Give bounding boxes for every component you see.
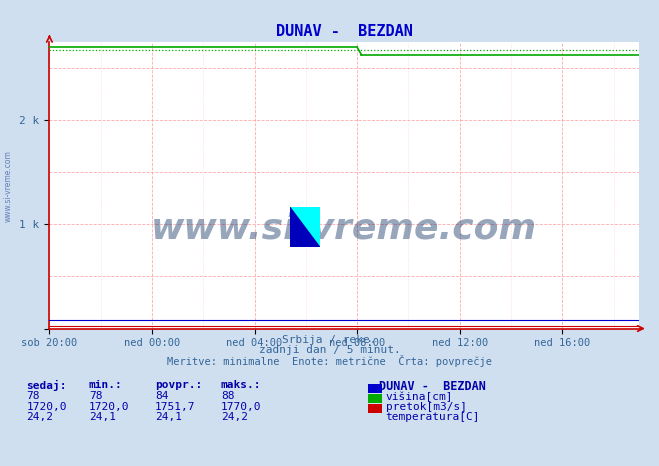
Text: 24,1: 24,1: [89, 412, 116, 422]
Text: DUNAV -  BEZDAN: DUNAV - BEZDAN: [379, 380, 486, 393]
Text: www.si-vreme.com: www.si-vreme.com: [3, 151, 13, 222]
Text: 1720,0: 1720,0: [89, 402, 129, 411]
Polygon shape: [290, 207, 320, 247]
Text: sedaj:: sedaj:: [26, 380, 67, 391]
Polygon shape: [290, 207, 320, 247]
Text: www.si-vreme.com: www.si-vreme.com: [152, 211, 537, 245]
Text: 24,2: 24,2: [26, 412, 53, 422]
Text: 24,1: 24,1: [155, 412, 182, 422]
Text: višina[cm]: višina[cm]: [386, 391, 453, 402]
Text: Meritve: minimalne  Enote: metrične  Črta: povprečje: Meritve: minimalne Enote: metrične Črta:…: [167, 355, 492, 367]
Text: min.:: min.:: [89, 380, 123, 390]
Text: 24,2: 24,2: [221, 412, 248, 422]
Text: zadnji dan / 5 minut.: zadnji dan / 5 minut.: [258, 345, 401, 355]
Text: 78: 78: [26, 391, 40, 401]
Text: temperatura[C]: temperatura[C]: [386, 412, 480, 422]
Text: 1770,0: 1770,0: [221, 402, 261, 411]
Text: 78: 78: [89, 391, 102, 401]
Text: 88: 88: [221, 391, 234, 401]
Text: 1751,7: 1751,7: [155, 402, 195, 411]
Text: maks.:: maks.:: [221, 380, 261, 390]
Text: 1720,0: 1720,0: [26, 402, 67, 411]
Text: Srbija / reke.: Srbija / reke.: [282, 335, 377, 344]
Text: pretok[m3/s]: pretok[m3/s]: [386, 402, 467, 411]
Text: povpr.:: povpr.:: [155, 380, 202, 390]
Text: 84: 84: [155, 391, 168, 401]
Title: DUNAV -  BEZDAN: DUNAV - BEZDAN: [276, 24, 413, 40]
